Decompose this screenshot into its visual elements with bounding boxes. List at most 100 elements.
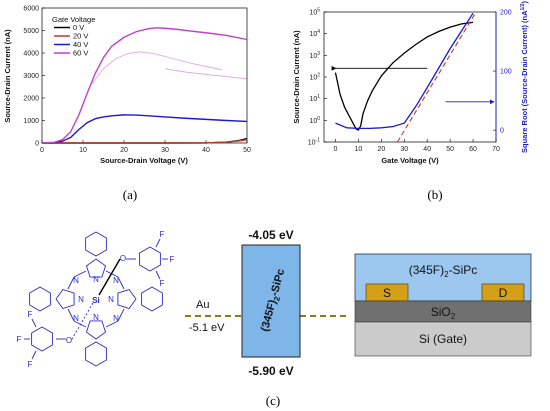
- oxygen-atom: O: [66, 336, 72, 345]
- chart-a-series-line: [41, 114, 248, 144]
- chart-a-x-tick-label: 0: [40, 147, 44, 154]
- benzo-ring: [85, 231, 107, 257]
- chart-a-legend: Gate Voltage 0 V20 V40 V60 V: [52, 15, 95, 58]
- device-sc-sub: 2: [444, 270, 449, 279]
- chart-a-faint-curve: [164, 68, 248, 80]
- isoindole-ring: [117, 288, 137, 310]
- nitrogen-atom: N: [93, 313, 99, 322]
- chart-b-y-tick-label: 10-1: [308, 138, 320, 147]
- energy-diagram: -4.05 eV -5.90 eV Au -5.1 eV (345F)2-SiP…: [185, 228, 348, 378]
- difluorophenyl-ring: [139, 246, 161, 272]
- chart-b-arrows: [331, 65, 495, 105]
- chart-b-y-tick-label: 103: [309, 51, 320, 60]
- semiconductor-band: [241, 244, 301, 358]
- isoindole-ring: [55, 288, 75, 310]
- isoindole-ring: [85, 320, 107, 340]
- sio2-main: SiO: [431, 305, 451, 319]
- molecule-bond: [67, 276, 75, 290]
- nitrogen-atom: N: [108, 295, 114, 304]
- chart-b-frame: [323, 11, 497, 143]
- chart-b-y2-tick-label: 200: [500, 10, 512, 17]
- chart-a-y-tick-label: 5000: [23, 28, 39, 35]
- molecule-bond: [31, 318, 37, 328]
- chart-b-y-tick-base: 10: [309, 31, 317, 38]
- chart-b: 0 10 20 30 40 50 60 7010-1100101102103104105010…: [292, 1, 529, 202]
- chart-a-series: [41, 27, 248, 144]
- chart-b-x-tick-label: 10: [355, 146, 363, 153]
- difluorophenyl-ring: [31, 326, 53, 352]
- chart-b-y-tick-exp: 1: [317, 94, 320, 100]
- nitrogen-atom: N: [113, 276, 119, 285]
- chart-b-axes: 0 10 20 30 40 50 60 7010-1100101102103104105010…: [308, 8, 512, 154]
- chart-a-legend-entry: 60 V: [73, 49, 88, 58]
- molecule-bond: [31, 350, 37, 360]
- chart-b-x-tick-label: 70: [492, 146, 500, 153]
- chart-a-y-tick-label: 1000: [23, 118, 39, 125]
- chart-b-x-tick-label: 40: [423, 146, 431, 153]
- si-gate-layer: [354, 321, 532, 357]
- panel-label-a: (a): [123, 187, 137, 202]
- chart-a-y-axis-label: Source-Drain Current (nA): [3, 29, 12, 123]
- chart-a-x-tick-label: 10: [79, 147, 87, 154]
- molecule-bond: [117, 308, 125, 322]
- chart-a-faint-curve: [90, 51, 223, 85]
- semiconductor-layer-label: (345F)2-SiPc: [409, 263, 477, 279]
- lumo-level: -4.05 eV: [248, 228, 293, 242]
- chart-a-y-tick-label: 0: [35, 141, 39, 148]
- chart-a-y-tick-label: 3000: [23, 73, 39, 80]
- chart-a-y-tick-label: 2000: [23, 96, 39, 103]
- chart-a-x-tick-label: 20: [120, 147, 128, 154]
- nitrogen-atom: N: [73, 314, 79, 323]
- panel-label-c: (c): [266, 393, 280, 408]
- chart-a-y-tick-label: 6000: [23, 6, 39, 13]
- band-material-sub: 2: [272, 295, 282, 302]
- chart-a-axes: 0 10 20 30 40 50 0 1000 2000 3000 4000 5000 6000: [23, 6, 251, 155]
- chart-b-x-tick-label: 50: [446, 146, 454, 153]
- chart-a-x-tick-label: 30: [161, 147, 169, 154]
- chart-a-y-tick-label: 4000: [23, 51, 39, 58]
- chart-a-x-axis-label: Source-Drain Voltage (V): [100, 156, 188, 165]
- device-sc-main: (345F): [409, 263, 444, 277]
- chart-b-y-tick-base: 10: [308, 140, 316, 147]
- chart-b-y-tick-exp: 5: [317, 8, 320, 14]
- chart-b-y-axis-label: Source-Drain Current (nA): [292, 30, 301, 124]
- chart-b-x-tick-label: 60: [469, 146, 477, 153]
- axial-bond: [71, 302, 94, 340]
- chart-a-x-tick-label: 40: [202, 147, 210, 154]
- molecule-bond: [67, 308, 75, 322]
- sio2-sub: 2: [451, 312, 456, 321]
- molecule-bond: [155, 270, 161, 280]
- molecule-bond: [73, 270, 87, 278]
- isoindole-ring: [85, 258, 107, 278]
- source-label: S: [383, 286, 391, 300]
- chart-b-y-tick-exp: 2: [317, 73, 320, 79]
- chart-b-y-tick-label: 101: [309, 94, 320, 103]
- chart-b-y-tick-label: 100: [309, 116, 320, 125]
- chart-a-faint-curves: [90, 51, 248, 85]
- fluorine-atom: F: [28, 360, 33, 369]
- nitrogen-atom: N: [78, 295, 84, 304]
- chart-a-legend-entry: 0 V: [73, 23, 84, 32]
- chart-b-y-tick-exp: -1: [316, 138, 321, 144]
- chart-b-y2-label-main: Square Root (Source-Drain Current) (nA: [520, 10, 529, 153]
- chart-b-y-tick-base: 10: [309, 118, 317, 125]
- chart-b-y2-label-close: ): [520, 1, 529, 4]
- chart-a-x-tick-label: 50: [243, 147, 251, 154]
- nitrogen-atom: N: [93, 275, 99, 284]
- sio2-label: SiO2: [431, 305, 456, 321]
- chart-a-legend-title: Gate Voltage: [52, 15, 95, 24]
- chart-b-y-tick-base: 10: [309, 53, 317, 60]
- homo-level: -5.90 eV: [248, 364, 293, 378]
- molecule-bond: [155, 238, 161, 248]
- molecule-bond: [117, 276, 125, 290]
- panel-label-b: (b): [427, 187, 442, 202]
- molecule-bond: [73, 320, 87, 328]
- fluorine-atom: F: [17, 335, 22, 344]
- chart-b-sqrt-curve: [335, 12, 474, 130]
- benzo-ring: [29, 286, 51, 312]
- chart-a-legend-entry: 20 V: [73, 32, 88, 41]
- chart-b-y-tick-label: 105: [309, 8, 320, 17]
- chart-a-legend-entry: 40 V: [73, 40, 88, 49]
